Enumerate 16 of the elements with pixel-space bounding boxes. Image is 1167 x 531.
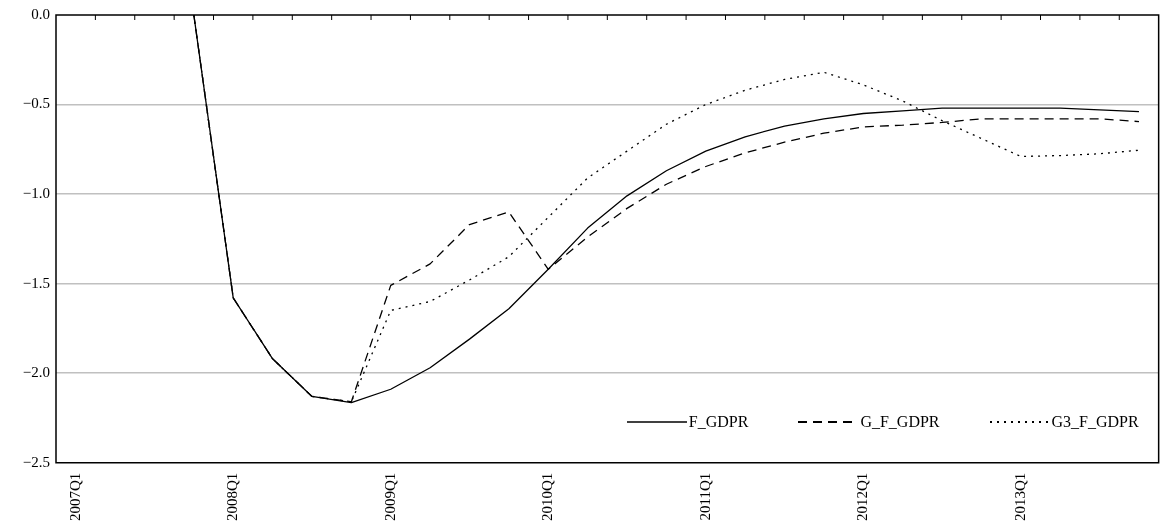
y-tick-label: −2.5 — [22, 453, 50, 470]
x-tick-label: 2008Q1 — [224, 472, 241, 522]
y-tick-label: −0.5 — [22, 95, 50, 112]
y-tick-label: −2.0 — [22, 364, 50, 381]
y-tick-label: 0.0 — [31, 5, 50, 22]
x-tick-label: 2009Q1 — [381, 472, 398, 522]
x-tick-label: 2012Q1 — [854, 472, 871, 522]
y-tick-label: −1.5 — [22, 274, 50, 291]
y-tick-label: −1.0 — [22, 185, 50, 201]
x-tick-label: 2010Q1 — [539, 472, 556, 522]
x-tick-label: 2013Q1 — [1011, 472, 1028, 522]
legend-label: G_F_GDPR — [860, 412, 940, 431]
legend-label: G3_F_GDPR — [1051, 412, 1139, 431]
x-tick-label: 2007Q1 — [66, 472, 83, 522]
legend-label: F_GDPR — [688, 412, 749, 431]
x-tick-label: 2011Q1 — [696, 472, 713, 521]
